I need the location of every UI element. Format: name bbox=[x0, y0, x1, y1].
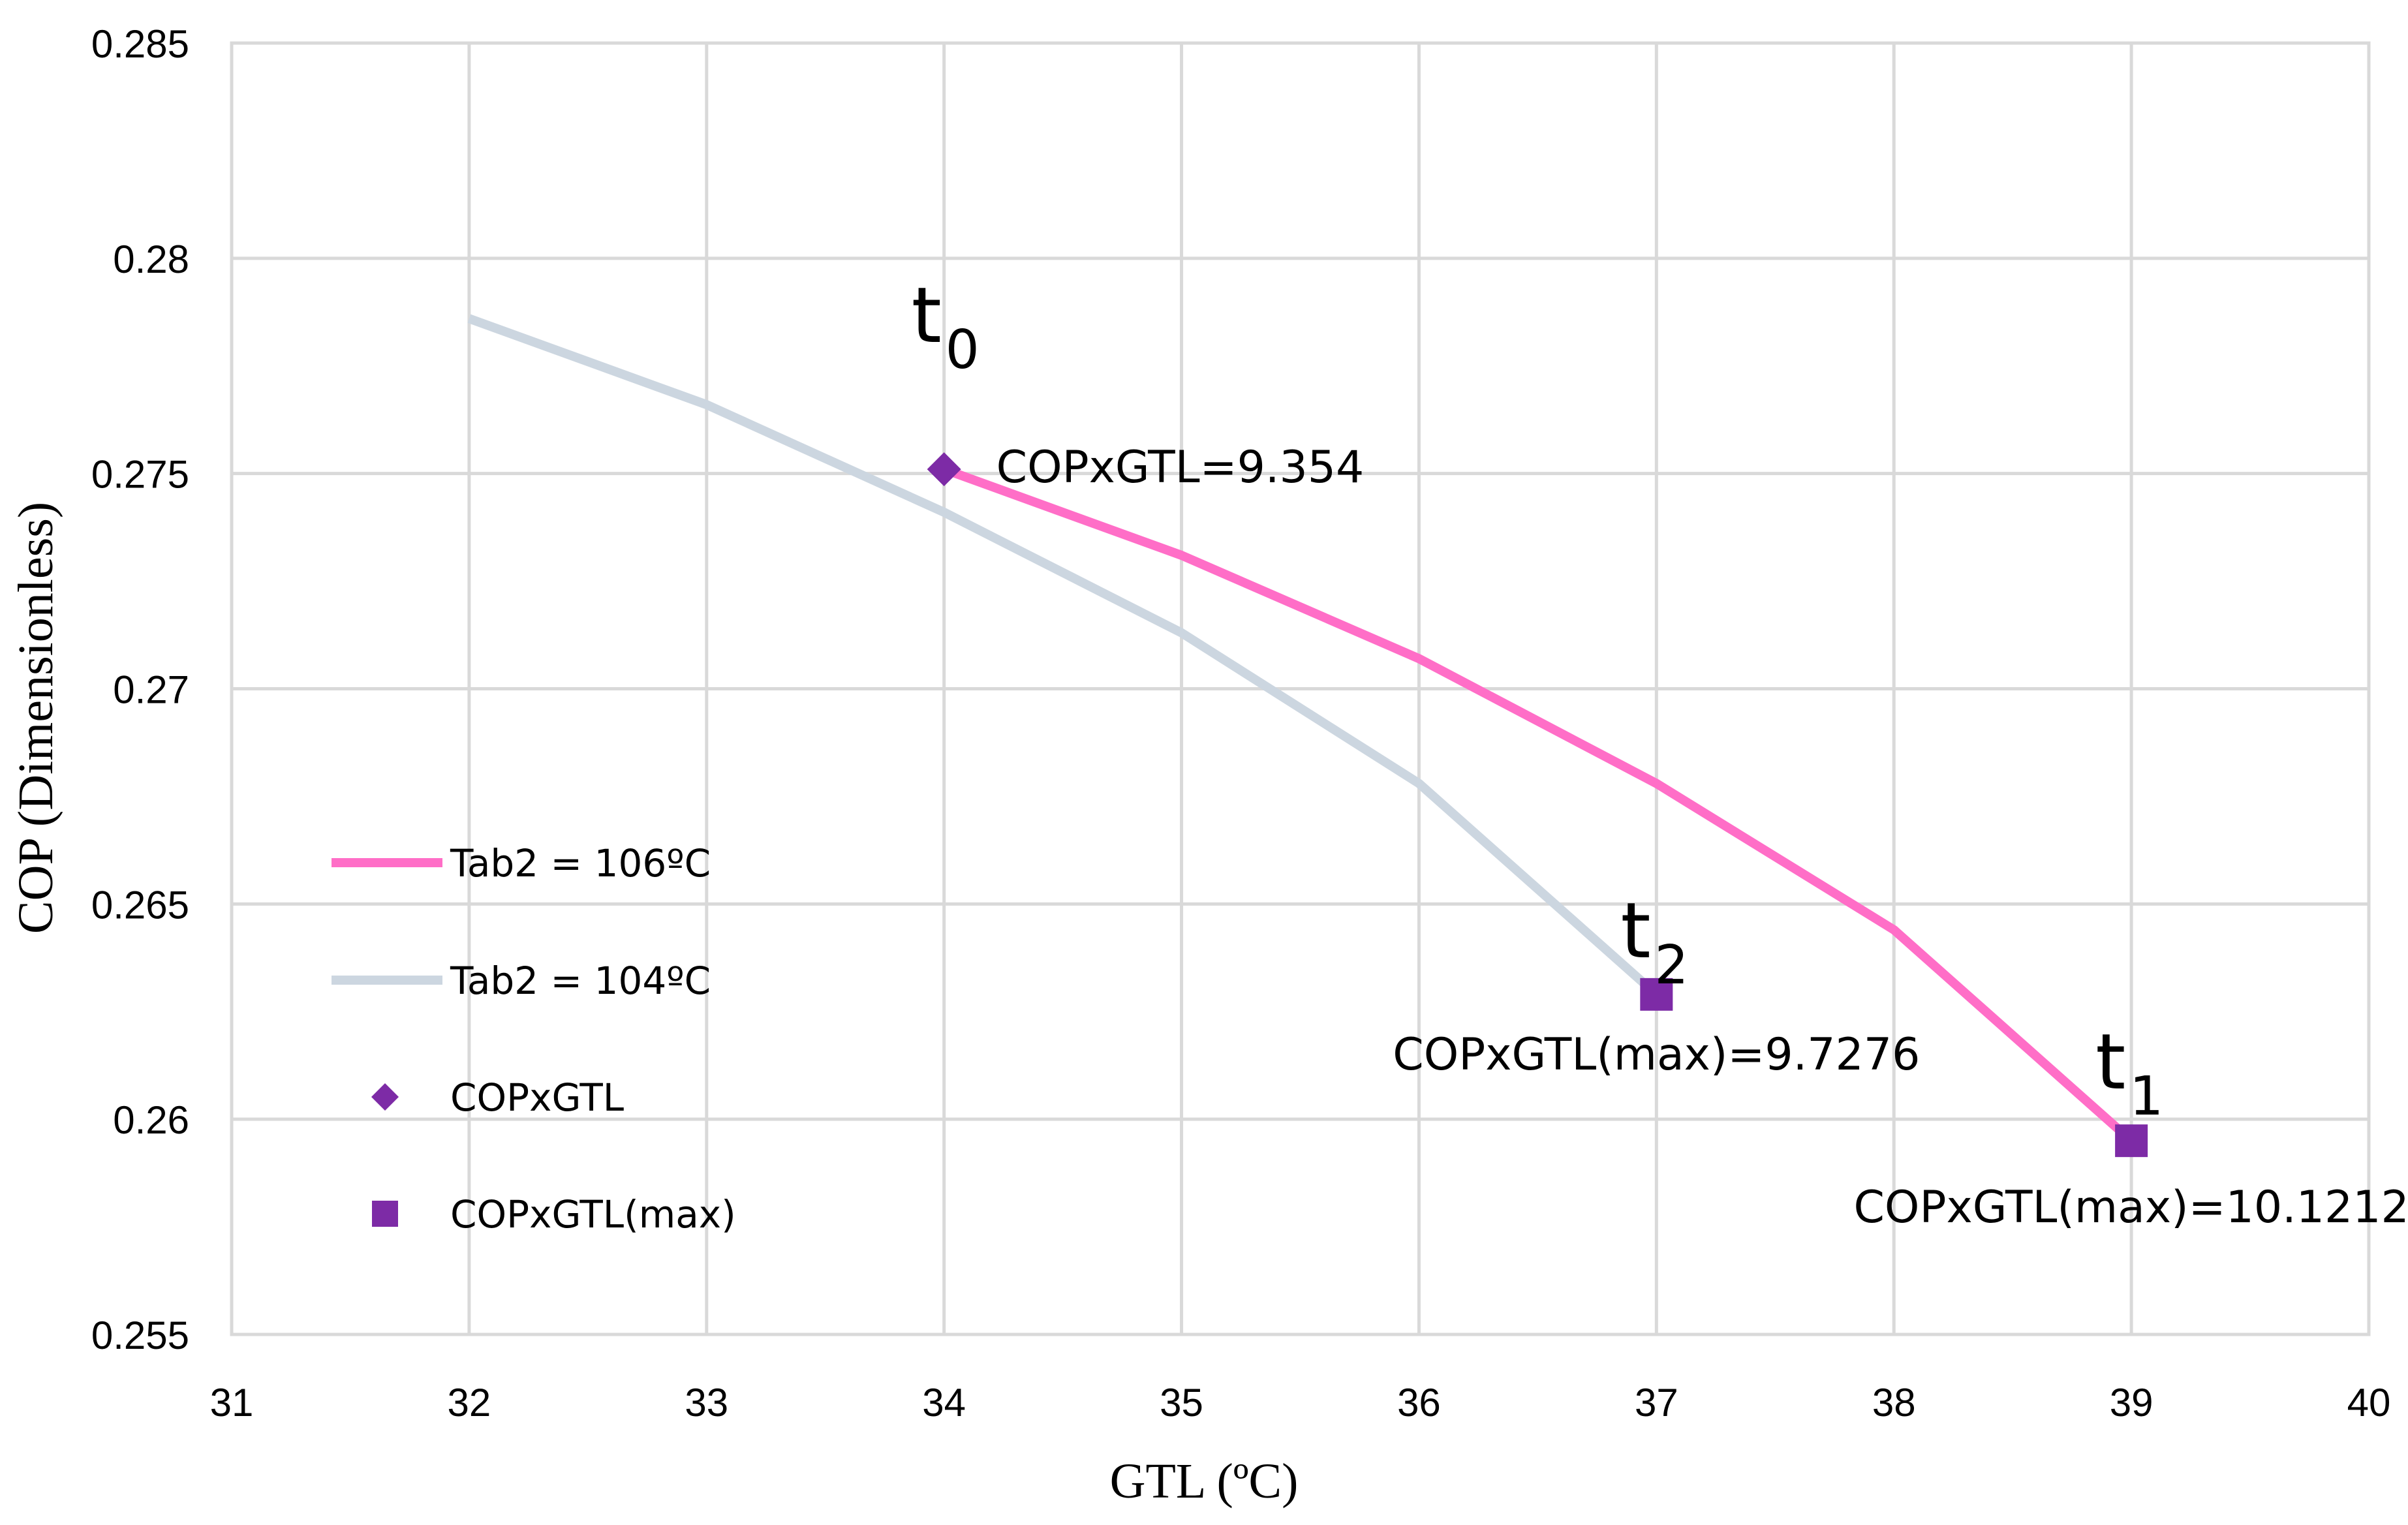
y-tick-label-0.275: 0.275 bbox=[91, 453, 189, 497]
x-tick-label-31: 31 bbox=[210, 1381, 254, 1425]
point-labels-layer: t 0t 2t 1 bbox=[912, 270, 2164, 1128]
legend-swatch-copxgtl bbox=[371, 1083, 399, 1111]
y-axis-ticks: 0.255 0.26 0.265 0.27 0.275 0.28 0.285 bbox=[91, 22, 189, 1357]
series-layer bbox=[467, 314, 2135, 1145]
square-marker-copxgtl-max-1 bbox=[1640, 978, 1673, 1011]
legend-label-copxgtlmax: COPxGTL(max) bbox=[450, 1192, 736, 1237]
point-label-t2: t bbox=[1620, 886, 1650, 976]
legend-label-tab2106c: Tab2 = 106ºC bbox=[450, 841, 711, 886]
series-line-tab2106c bbox=[942, 465, 2135, 1145]
plot-area-border bbox=[230, 41, 2371, 1336]
y-tick-label-0.28: 0.28 bbox=[113, 238, 189, 281]
point-label-t0-subscript: 0 bbox=[946, 319, 980, 381]
y-axis-title: COP (Dimensionless) bbox=[8, 502, 63, 934]
annotation-2: COPxGTL(max)=9.7276 bbox=[1393, 1029, 1920, 1081]
annotation-3: COPxGTL(max)=10.1212 bbox=[1853, 1182, 2408, 1233]
legend-swatch-copxgtlmax bbox=[372, 1201, 398, 1227]
x-axis-ticks: 31 32 33 34 35 36 37 38 39 40 bbox=[210, 1381, 2391, 1425]
diamond-marker-copxgtl bbox=[927, 452, 961, 487]
grid bbox=[230, 41, 2371, 1336]
legend-label-copxgtl: COPxGTL bbox=[450, 1075, 624, 1120]
x-tick-label-36: 36 bbox=[1397, 1381, 1441, 1425]
y-tick-label-0.265: 0.265 bbox=[91, 883, 189, 927]
point-label-t2-subscript: 2 bbox=[1654, 934, 1688, 996]
point-label-t1-subscript: 1 bbox=[2129, 1066, 2163, 1128]
y-tick-label-0.285: 0.285 bbox=[91, 22, 189, 66]
legend: Tab2 = 106ºC Tab2 = 104ºC COPxGTL COPxGTL(m… bbox=[332, 841, 736, 1237]
point-label-t1: t bbox=[2095, 1017, 2125, 1107]
annotation-1: COPxGTL=9.354 bbox=[996, 442, 1365, 493]
point-label-t0: t bbox=[912, 270, 942, 360]
x-tick-label-39: 39 bbox=[2110, 1381, 2153, 1425]
x-axis-title: GTL (ºC) bbox=[1110, 1454, 1299, 1509]
x-tick-label-32: 32 bbox=[448, 1381, 491, 1425]
y-tick-label-0.26: 0.26 bbox=[113, 1098, 189, 1142]
legend-label-tab2104c: Tab2 = 104ºC bbox=[450, 959, 711, 1003]
annotations-layer: COPxGTL=9.354 COPxGTL(max)=9.7276 COPxGTL(… bbox=[996, 442, 2408, 1233]
y-tick-label-0.27: 0.27 bbox=[113, 668, 189, 712]
markers-layer bbox=[927, 452, 2148, 1158]
x-tick-label-40: 40 bbox=[2347, 1381, 2391, 1425]
x-tick-label-34: 34 bbox=[922, 1381, 966, 1425]
y-tick-label-0.255: 0.255 bbox=[91, 1314, 189, 1357]
square-marker-copxgtl-max-2 bbox=[2115, 1124, 2148, 1158]
x-tick-label-37: 37 bbox=[1635, 1381, 1678, 1425]
x-tick-label-35: 35 bbox=[1160, 1381, 1203, 1425]
x-tick-label-38: 38 bbox=[1872, 1381, 1916, 1425]
series-line-tab2104c bbox=[467, 314, 1659, 998]
x-tick-label-33: 33 bbox=[685, 1381, 728, 1425]
